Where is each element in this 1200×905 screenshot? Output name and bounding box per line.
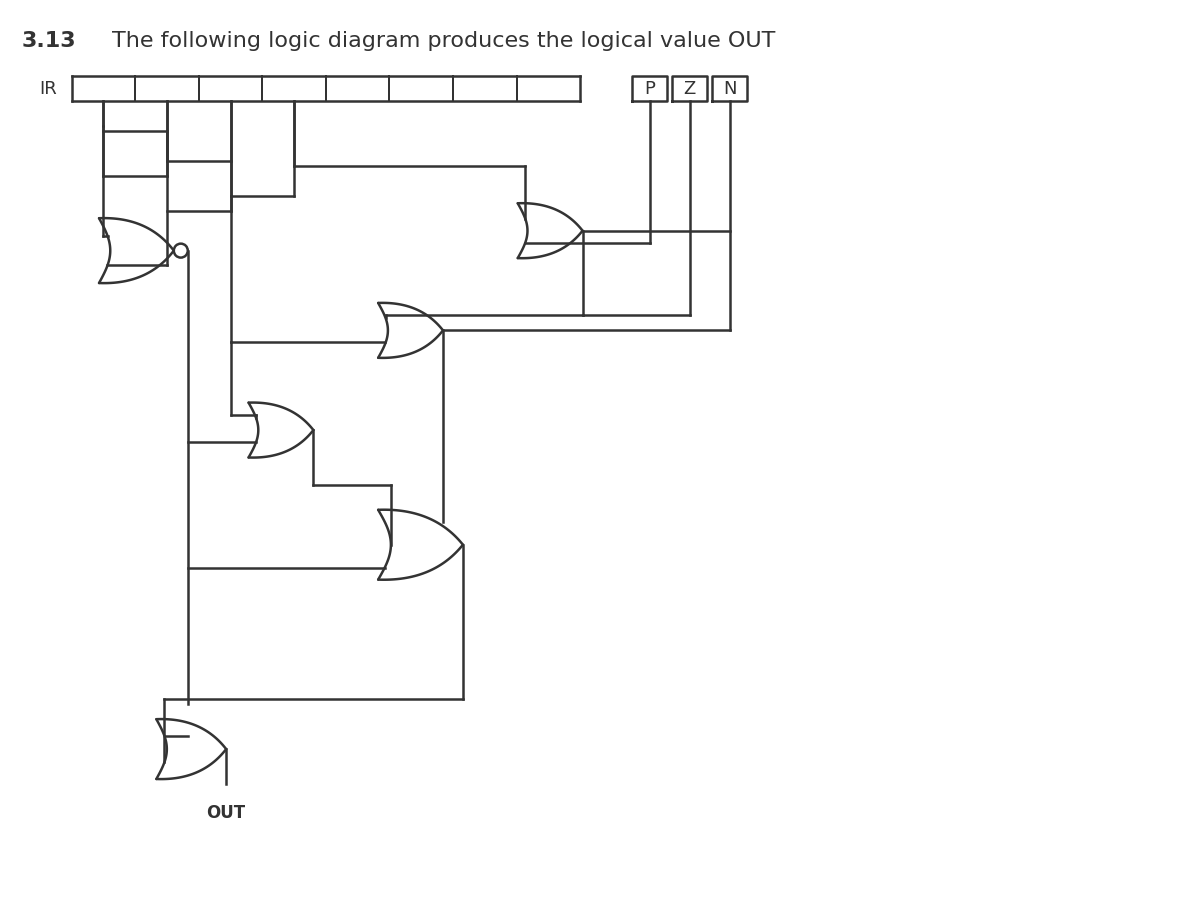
Text: The following logic diagram produces the logical value OUT: The following logic diagram produces the… — [112, 32, 775, 52]
Text: IR: IR — [38, 80, 56, 98]
Text: N: N — [722, 80, 737, 98]
Text: 3.13: 3.13 — [22, 32, 77, 52]
Text: OUT: OUT — [206, 804, 246, 822]
Text: Z: Z — [684, 80, 696, 98]
Text: P: P — [644, 80, 655, 98]
